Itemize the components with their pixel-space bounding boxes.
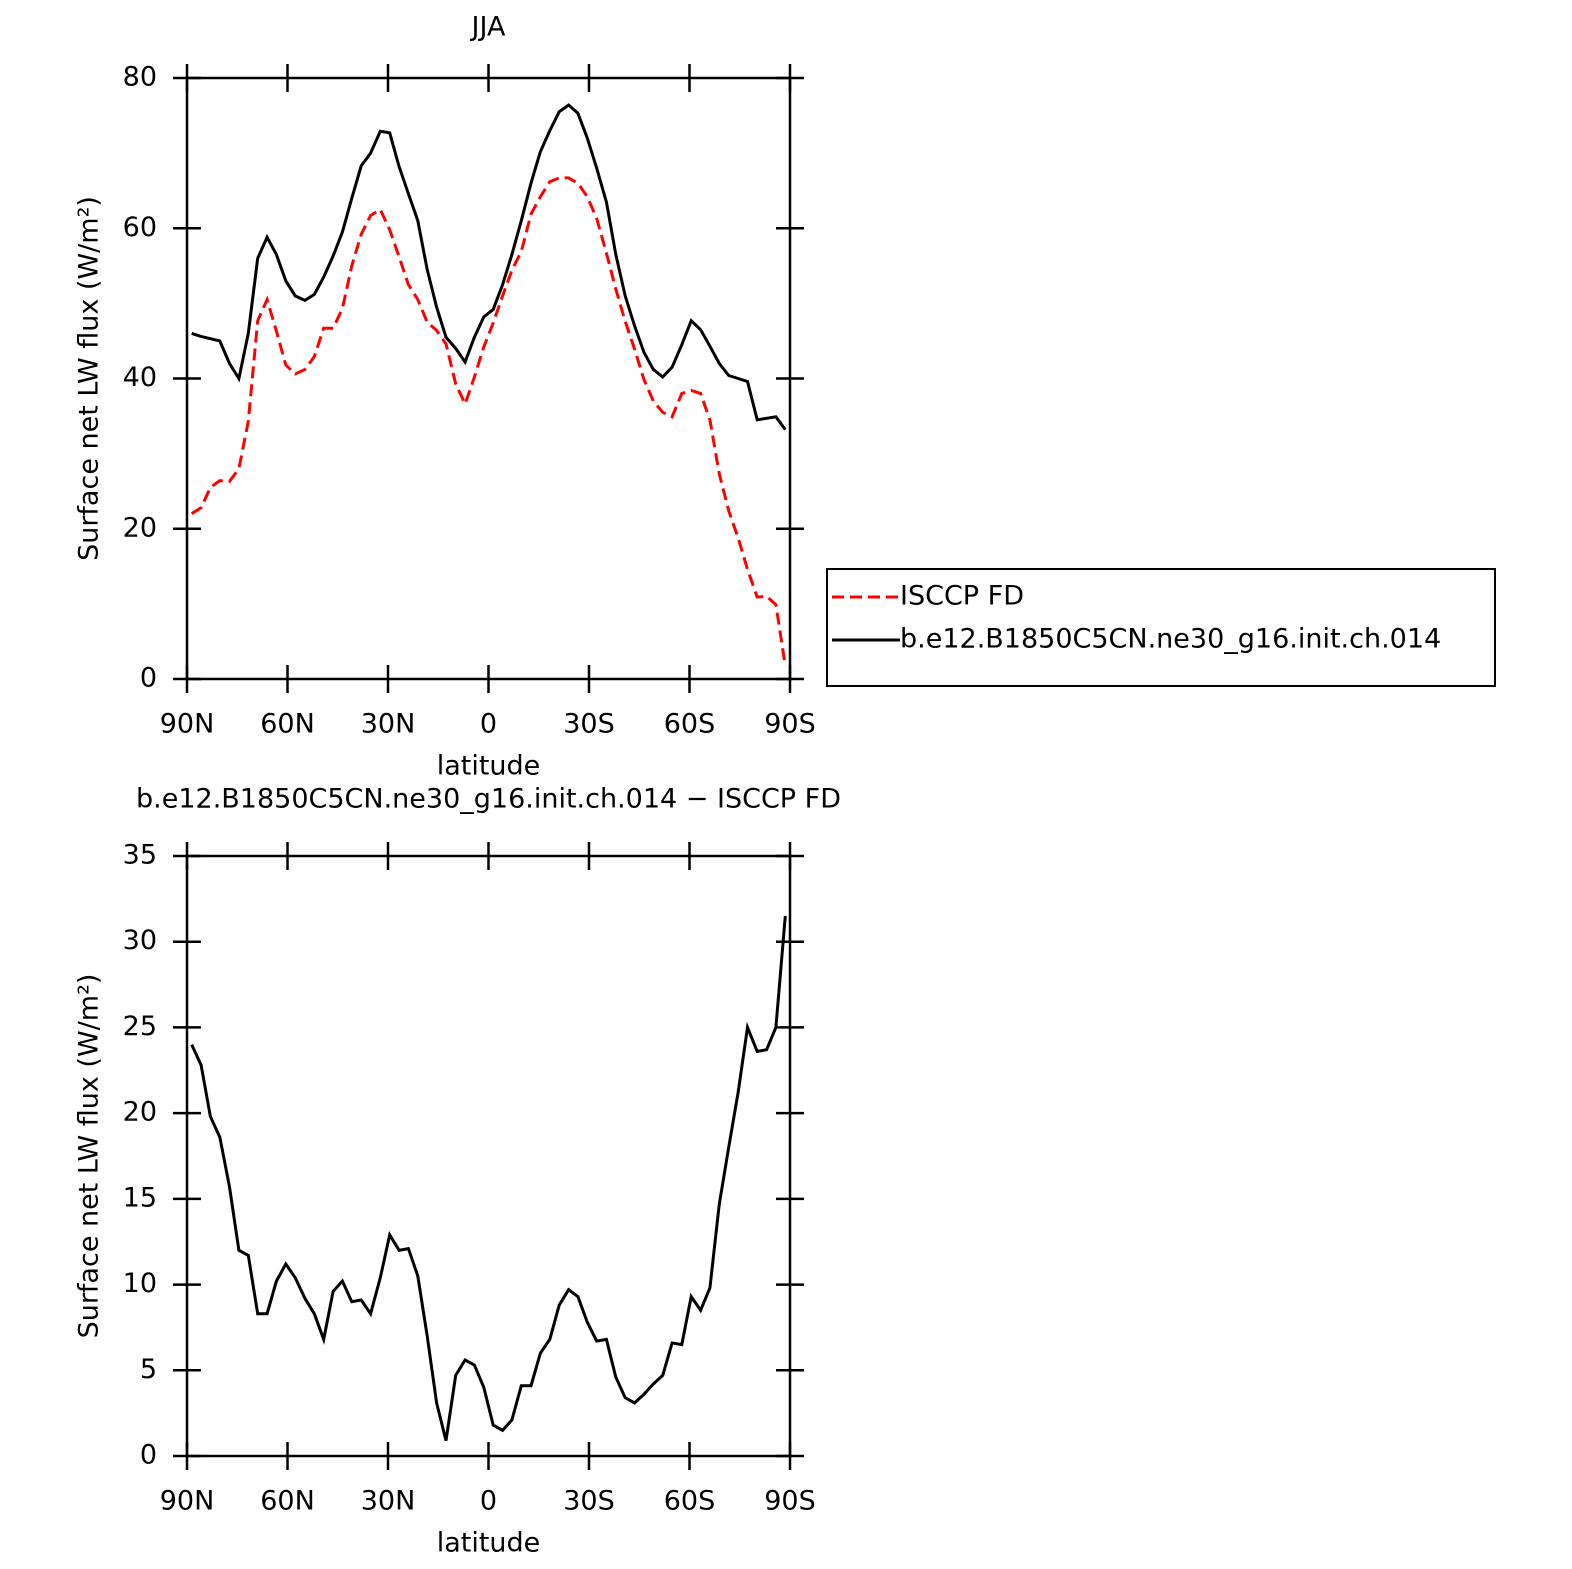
y-tick-label: 80 (123, 62, 157, 93)
y-tick-label: 0 (140, 663, 157, 694)
y-tick-label: 5 (140, 1354, 157, 1385)
x-tick-label: 90N (160, 709, 215, 740)
series-line (191, 103, 787, 431)
x-tick-label: 60N (260, 709, 315, 740)
y-tick-label: 60 (123, 212, 157, 243)
y-tick-label: 10 (123, 1268, 157, 1299)
legend-label: b.e12.B1850C5CN.ne30_g16.init.ch.014 (900, 624, 1441, 655)
x-axis-label: latitude (437, 1528, 541, 1559)
x-tick-label: 60N (260, 1486, 315, 1517)
legend: ISCCP FD b.e12.B1850C5CN.ne30_g16.init.ch… (826, 568, 1496, 687)
y-axis-label: Surface net LW flux (W/m²) (74, 196, 105, 561)
x-tick-label: 0 (480, 1486, 497, 1517)
legend-label: ISCCP FD (900, 581, 1024, 612)
y-tick-label: 20 (123, 512, 157, 543)
chart-title: JJA (470, 12, 506, 43)
x-tick-label: 90S (764, 1486, 816, 1517)
y-tick-label: 30 (123, 925, 157, 956)
x-tick-label: 60S (664, 1486, 716, 1517)
series-line (190, 176, 787, 667)
x-tick-label: 0 (480, 709, 497, 740)
x-tick-label: 60S (664, 709, 716, 740)
chart-title: b.e12.B1850C5CN.ne30_g16.init.ch.014 − I… (136, 784, 841, 815)
y-tick-label: 20 (123, 1097, 157, 1128)
x-tick-label: 90N (160, 1486, 215, 1517)
x-tick-label: 30N (361, 709, 416, 740)
y-axis-label: Surface net LW flux (W/m²) (74, 974, 105, 1339)
y-tick-label: 0 (140, 1440, 157, 1471)
x-axis-label: latitude (437, 751, 541, 782)
y-tick-label: 35 (123, 840, 157, 871)
plot-frame (185, 76, 792, 681)
y-tick-label: 25 (123, 1011, 157, 1042)
x-tick-label: 90S (764, 709, 816, 740)
y-tick-label: 15 (123, 1182, 157, 1213)
legend-box (826, 568, 1496, 687)
x-tick-label: 30N (361, 1486, 416, 1517)
y-tick-label: 40 (123, 362, 157, 393)
x-tick-label: 30S (563, 709, 615, 740)
plot-frame (185, 854, 792, 1458)
x-tick-label: 30S (563, 1486, 615, 1517)
series-line (190, 915, 787, 1441)
